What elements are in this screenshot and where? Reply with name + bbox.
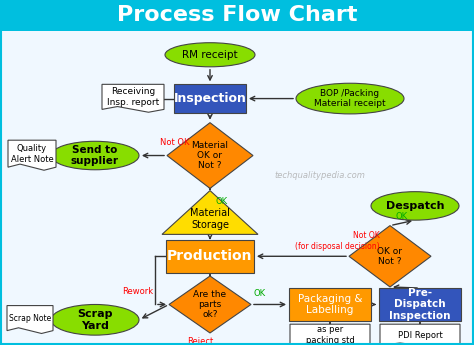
Text: Pre-
Dispatch
Inspection: Pre- Dispatch Inspection — [389, 288, 451, 321]
Text: techqualitypedia.com: techqualitypedia.com — [274, 171, 365, 180]
FancyBboxPatch shape — [174, 84, 246, 113]
FancyBboxPatch shape — [0, 0, 474, 31]
Text: Material
OK or
Not ?: Material OK or Not ? — [191, 141, 228, 170]
Ellipse shape — [51, 141, 139, 170]
Ellipse shape — [51, 305, 139, 335]
Text: Not OK: Not OK — [161, 138, 190, 147]
Ellipse shape — [165, 43, 255, 67]
Ellipse shape — [371, 192, 459, 220]
Text: Packaging &
Labelling: Packaging & Labelling — [298, 294, 362, 315]
FancyBboxPatch shape — [379, 288, 461, 321]
Text: RM receipt: RM receipt — [182, 50, 238, 60]
Text: Production: Production — [167, 249, 253, 263]
PathPatch shape — [7, 306, 53, 334]
Text: Despatch: Despatch — [386, 201, 444, 211]
Text: PDI Report: PDI Report — [398, 331, 442, 339]
Text: BOP /Packing
Material receipt: BOP /Packing Material receipt — [314, 89, 386, 108]
Text: Process Flow Chart: Process Flow Chart — [117, 5, 357, 25]
Text: Are the
parts
ok?: Are the parts ok? — [193, 289, 227, 319]
Text: Scrap
Yard: Scrap Yard — [77, 309, 113, 331]
Text: OK: OK — [254, 289, 266, 298]
Text: Quality
Alert Note: Quality Alert Note — [10, 144, 54, 164]
FancyBboxPatch shape — [289, 288, 371, 321]
PathPatch shape — [102, 84, 164, 112]
Text: Material
Storage: Material Storage — [190, 208, 230, 230]
PathPatch shape — [290, 324, 370, 345]
Text: Not OK
(for disposal decision): Not OK (for disposal decision) — [295, 231, 380, 251]
PathPatch shape — [8, 140, 56, 170]
Text: Reject: Reject — [187, 337, 213, 345]
Polygon shape — [162, 190, 258, 234]
Text: OK or
Not ?: OK or Not ? — [377, 247, 402, 266]
Text: Inspection: Inspection — [173, 92, 246, 105]
Polygon shape — [167, 123, 253, 188]
PathPatch shape — [380, 324, 460, 345]
Text: as per
packing std: as per packing std — [306, 325, 355, 345]
Text: Scrap Note: Scrap Note — [9, 314, 51, 323]
Text: Send to
supplier: Send to supplier — [71, 145, 119, 166]
Text: Receiving
Insp. report: Receiving Insp. report — [107, 87, 159, 107]
Ellipse shape — [296, 83, 404, 114]
Text: Rework: Rework — [122, 287, 153, 296]
Polygon shape — [169, 276, 251, 333]
Text: OK: OK — [396, 212, 408, 221]
Polygon shape — [349, 226, 431, 287]
Text: OK: OK — [216, 197, 228, 206]
FancyBboxPatch shape — [166, 240, 254, 273]
